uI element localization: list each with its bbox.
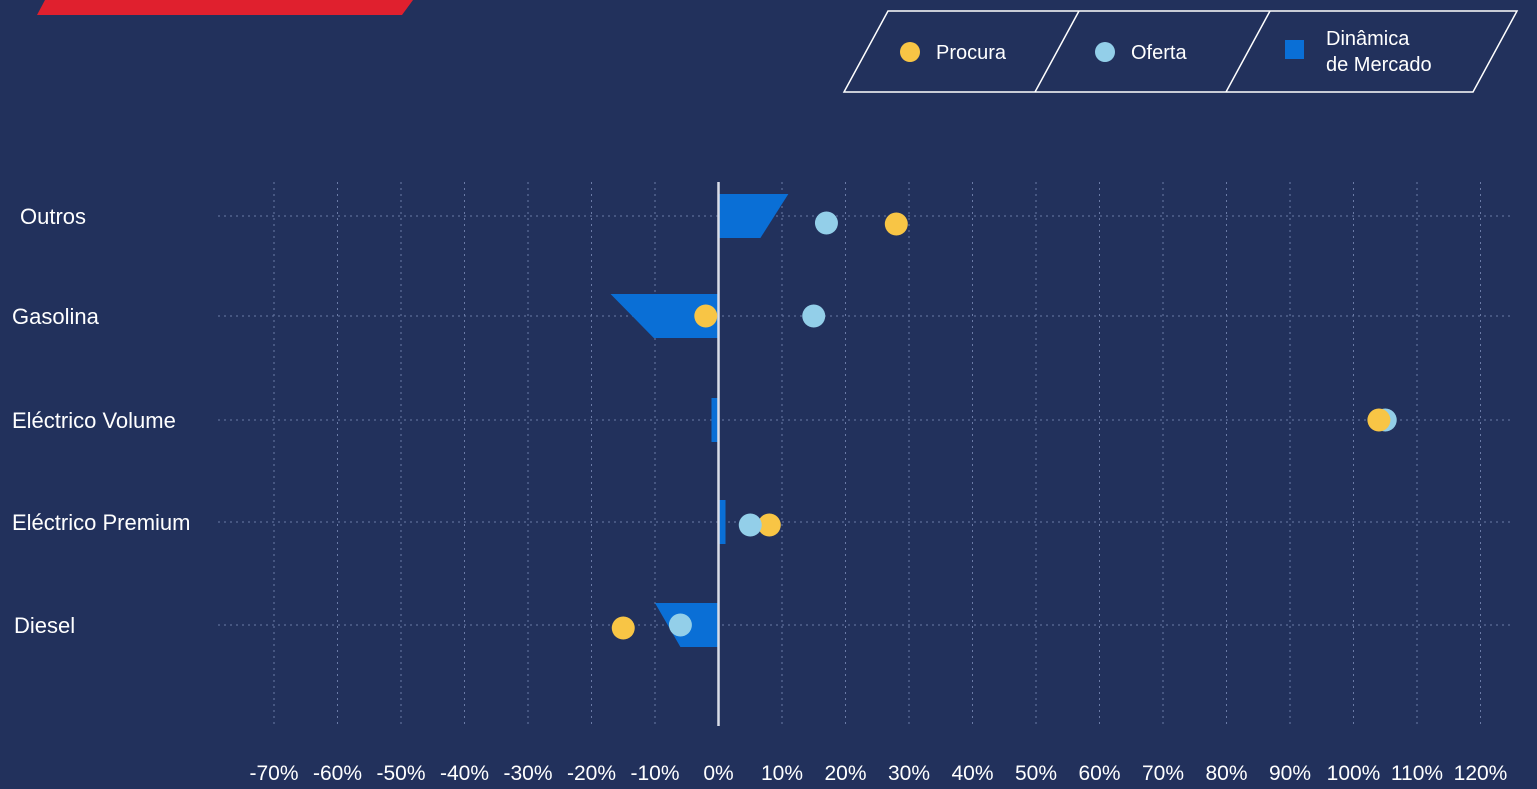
oferta-point-outros xyxy=(814,211,838,235)
x-tick-label: 50% xyxy=(1015,762,1057,785)
x-tick-label: -10% xyxy=(630,762,679,785)
procura-point-gasolina xyxy=(694,304,718,328)
procura-point-eléctrico-premium xyxy=(757,513,781,537)
x-tick-label: -20% xyxy=(567,762,616,785)
oferta-point-eléctrico-premium xyxy=(738,513,762,537)
procura-point-eléctrico-volume xyxy=(1367,408,1391,432)
oferta-point-gasolina xyxy=(802,304,826,328)
oferta-legend-label: Oferta xyxy=(1131,42,1187,64)
x-tick-label: -60% xyxy=(313,762,362,785)
x-tick-label: 40% xyxy=(951,762,993,785)
legend: Procura Oferta Dinâmica de Mercado xyxy=(842,10,1519,93)
procura-legend-label: Procura xyxy=(936,42,1007,64)
x-tick-label: 120% xyxy=(1454,762,1508,785)
grid xyxy=(218,182,1510,724)
dinamica-legend-label-line2: de Mercado xyxy=(1326,54,1432,76)
x-tick-label: 30% xyxy=(888,762,930,785)
procura-legend-marker xyxy=(900,42,920,62)
x-tick-label: -50% xyxy=(376,762,425,785)
category-label: Outros xyxy=(20,204,86,229)
x-tick-label: -40% xyxy=(440,762,489,785)
x-tick-label: 110% xyxy=(1391,762,1443,785)
x-tick-label: 0% xyxy=(703,762,733,785)
category-label: Gasolina xyxy=(12,304,100,329)
procura-point-diesel xyxy=(611,616,635,640)
x-tick-label: 100% xyxy=(1327,762,1381,785)
category-label: Eléctrico Volume xyxy=(12,408,176,433)
oferta-point-diesel xyxy=(668,613,692,637)
x-tick-label: -70% xyxy=(249,762,298,785)
red-accent-polygon xyxy=(37,0,413,15)
category-label: Eléctrico Premium xyxy=(12,510,190,535)
x-tick-label: 10% xyxy=(761,762,803,785)
red-accent-shape xyxy=(37,0,413,15)
dinamica-legend-label-line1: Dinâmica xyxy=(1326,28,1410,50)
procura-point-outros xyxy=(884,212,908,236)
x-tick-label: 70% xyxy=(1142,762,1184,785)
x-tick-label: 60% xyxy=(1078,762,1120,785)
legend-divider xyxy=(1034,10,1080,93)
dinamica-bar-eléctrico-volume xyxy=(711,398,719,442)
x-tick-label: 90% xyxy=(1269,762,1311,785)
dinamica-bar-gasolina xyxy=(610,294,719,338)
dinamica-bar-outros xyxy=(718,194,789,238)
x-tick-label: 20% xyxy=(824,762,866,785)
legend-box xyxy=(842,10,1519,93)
category-label: Diesel xyxy=(14,613,75,638)
legend-divider xyxy=(1225,10,1271,93)
x-tick-label: 80% xyxy=(1205,762,1247,785)
data-points xyxy=(611,211,1397,640)
dinamica-bar-eléctrico-premium xyxy=(718,500,726,544)
x-tick-labels: -70% -60% -50% -40% -30% -20% -10% 0% 10% 20% 30% 4… xyxy=(249,762,1507,785)
dinamica-legend-marker xyxy=(1285,40,1304,59)
x-tick-label: -30% xyxy=(503,762,552,785)
category-labels: Outros Gasolina Eléctrico Volume Eléctrico … xyxy=(12,204,190,638)
oferta-legend-marker xyxy=(1095,42,1115,62)
